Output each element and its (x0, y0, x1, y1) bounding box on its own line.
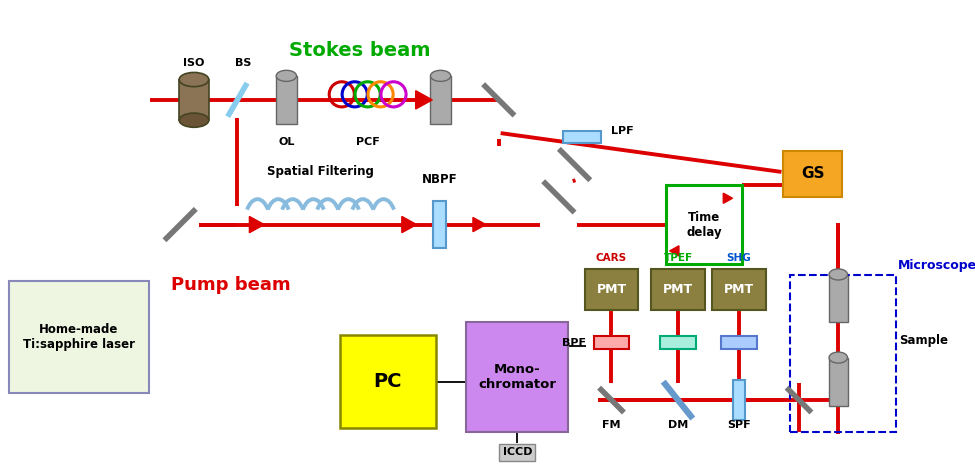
Text: Time
delay: Time delay (686, 211, 722, 239)
Bar (179, 80, 209, 120)
Text: OL: OL (278, 137, 294, 147)
Text: Microscope: Microscope (898, 259, 975, 272)
Text: LPF: LPF (611, 126, 634, 136)
Bar (651, 269, 705, 310)
Bar (829, 357, 847, 406)
Bar (660, 336, 695, 349)
Bar (722, 336, 757, 349)
Ellipse shape (829, 352, 847, 363)
Text: BS: BS (235, 58, 252, 68)
Polygon shape (670, 246, 679, 256)
Bar (563, 131, 602, 143)
Text: ICCD: ICCD (502, 447, 532, 457)
Ellipse shape (430, 70, 450, 82)
Bar (790, 275, 896, 432)
Text: TPEF: TPEF (663, 253, 692, 264)
Bar (585, 269, 639, 310)
Text: Spatial Filtering: Spatial Filtering (267, 166, 374, 178)
Text: Stokes beam: Stokes beam (290, 41, 431, 61)
Polygon shape (473, 218, 486, 232)
Text: PC: PC (373, 372, 403, 391)
Text: Pump beam: Pump beam (172, 276, 291, 294)
Bar (466, 322, 568, 432)
Polygon shape (402, 217, 416, 233)
Bar (712, 269, 765, 310)
Text: NBPF: NBPF (422, 173, 457, 186)
Bar (733, 380, 745, 420)
Ellipse shape (179, 72, 209, 87)
Text: PMT: PMT (597, 283, 627, 296)
Bar (9, 281, 148, 393)
Text: FM: FM (603, 420, 621, 431)
Text: PMT: PMT (663, 283, 693, 296)
Text: ISO: ISO (183, 58, 205, 68)
Polygon shape (250, 217, 264, 233)
Bar (433, 202, 447, 248)
Text: BPF: BPF (562, 338, 586, 348)
Text: SHG: SHG (726, 253, 752, 264)
Polygon shape (723, 193, 732, 204)
Ellipse shape (829, 269, 847, 280)
Text: SPF: SPF (727, 420, 751, 431)
Text: Mono-
chromator: Mono- chromator (479, 363, 557, 391)
Ellipse shape (179, 113, 209, 127)
Text: PMT: PMT (723, 283, 754, 296)
Bar (276, 76, 296, 124)
Text: DM: DM (668, 420, 688, 431)
Bar (594, 336, 629, 349)
Bar (666, 185, 742, 264)
Text: GS: GS (801, 166, 825, 182)
Text: Sample: Sample (899, 333, 948, 347)
Text: CARS: CARS (596, 253, 627, 264)
Bar (829, 274, 847, 323)
Ellipse shape (276, 70, 296, 82)
Bar (340, 335, 436, 428)
Text: Home-made
Ti:sapphire laser: Home-made Ti:sapphire laser (22, 323, 135, 351)
Text: PCF: PCF (356, 137, 379, 147)
Bar (430, 76, 450, 124)
Bar (783, 151, 842, 197)
Polygon shape (415, 91, 432, 109)
